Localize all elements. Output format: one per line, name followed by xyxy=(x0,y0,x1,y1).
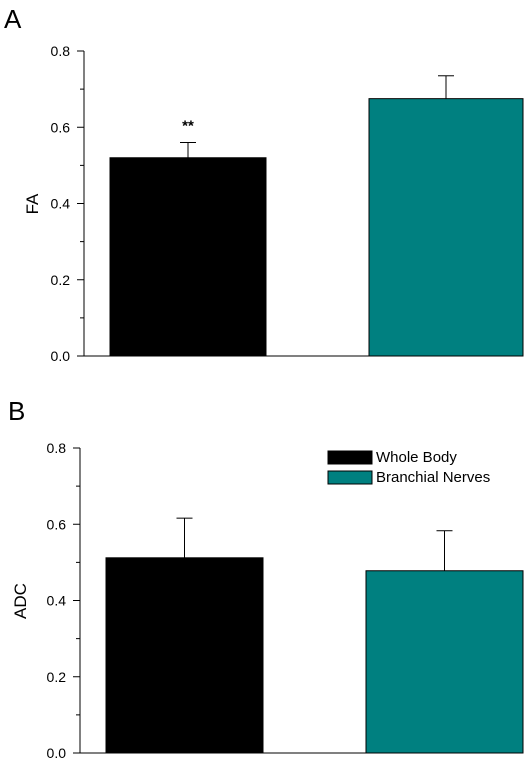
panel-a-letter: A xyxy=(4,4,22,34)
panel-b-plot: 0.0 0.2 0.4 0.6 0.8 xyxy=(47,440,524,761)
bar-whole-body xyxy=(109,157,267,357)
y-tick-label: 0.2 xyxy=(51,272,71,288)
bar-branchial-nerves xyxy=(365,570,524,754)
panel-a-y-axis-label: FA xyxy=(23,193,42,214)
legend-swatch xyxy=(327,470,373,485)
y-tick-label: 0.6 xyxy=(47,516,67,532)
legend-label: Whole Body xyxy=(376,449,457,466)
panel-b-y-axis-label: ADC xyxy=(11,583,30,619)
y-tick-label: 0.8 xyxy=(47,440,67,456)
panel-a: A FA ** 0.0 0.2 0.4 0.6 0.8 xyxy=(4,4,524,364)
y-tick-label: 0.0 xyxy=(47,745,67,761)
y-tick-label: 0.4 xyxy=(47,593,67,609)
y-tick-label: 0.6 xyxy=(51,119,71,135)
legend-label: Branchial Nerves xyxy=(376,469,490,486)
y-tick-label: 0.8 xyxy=(51,43,71,59)
bar-branchial-nerves xyxy=(368,98,524,357)
panel-b-letter: B xyxy=(8,396,25,426)
panel-b-legend: Whole Body Branchial Nerves xyxy=(327,449,490,486)
bar-whole-body xyxy=(105,557,264,754)
y-tick-label: 0.0 xyxy=(51,348,71,364)
y-tick-label: 0.2 xyxy=(47,669,67,685)
panel-b: B ADC 0.0 0.2 0.4 0.6 0.8 Whole Body Branchia… xyxy=(8,396,524,761)
legend-swatch xyxy=(327,450,373,465)
panel-a-plot: ** 0.0 0.2 0.4 0.6 0.8 xyxy=(51,43,524,364)
y-tick-label: 0.4 xyxy=(51,196,71,212)
significance-mark: ** xyxy=(182,118,194,135)
